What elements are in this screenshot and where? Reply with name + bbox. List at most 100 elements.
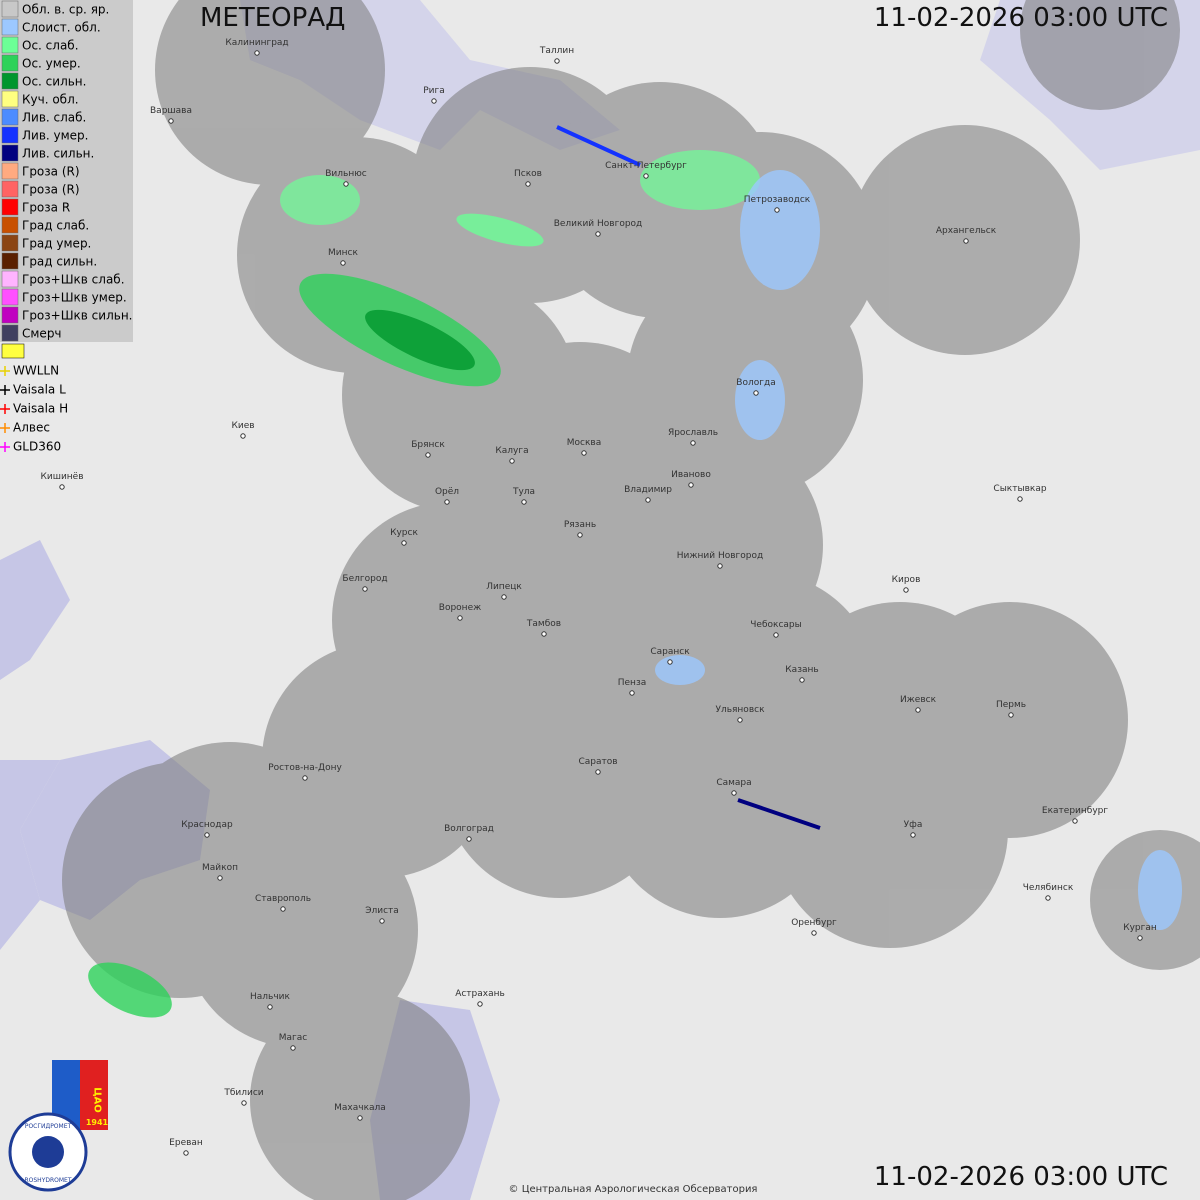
city-dot	[910, 832, 916, 838]
timestamp-bottom: 11-02-2026 03:00 UTC	[874, 1162, 1168, 1192]
city-dot	[643, 173, 649, 179]
city-dot	[457, 615, 463, 621]
lightning-label: GLD360	[13, 440, 61, 454]
lightning-marker	[0, 385, 10, 395]
city-label: Тамбов	[526, 619, 561, 629]
logo-year: 1941	[86, 1118, 109, 1127]
city-dot	[444, 499, 450, 505]
legend-label: Град слаб.	[22, 219, 89, 233]
city-label: Ульяновск	[715, 705, 765, 715]
radar-zone	[250, 990, 470, 1200]
radar-zone	[1020, 0, 1180, 110]
city-label: Чебоксары	[750, 620, 801, 630]
city-label: Киров	[892, 575, 921, 585]
legend-label: Обл. в. ср. яр.	[22, 3, 109, 17]
city-dot	[379, 918, 385, 924]
city-label: Челябинск	[1023, 883, 1074, 893]
city-dot	[501, 594, 507, 600]
radar-artifact	[737, 798, 821, 830]
legend-swatch	[1, 54, 19, 72]
logo-org: ЦАО	[92, 1087, 103, 1113]
city-label: Вильнюс	[325, 169, 367, 179]
city-dot	[541, 631, 547, 637]
city-dot	[1045, 895, 1051, 901]
echo	[365, 309, 475, 371]
city-label: Кишинёв	[40, 472, 83, 482]
city-label: Майкоп	[202, 863, 238, 873]
city-dot	[667, 659, 673, 665]
city-dot	[509, 458, 515, 464]
city-dot	[737, 717, 743, 723]
water	[0, 540, 70, 680]
legend-swatch	[1, 144, 19, 162]
precipitation	[88, 125, 1182, 1018]
city-dot	[466, 836, 472, 842]
city-dot	[183, 1150, 189, 1156]
city-label: Нижний Новгород	[677, 551, 763, 561]
legend-swatch	[1, 288, 19, 306]
city-label: Вологда	[736, 378, 775, 388]
city-dot	[525, 181, 531, 187]
city-label: Уфа	[904, 820, 923, 830]
echo	[655, 655, 705, 685]
city-label: Самара	[716, 778, 751, 788]
city-dot	[731, 790, 737, 796]
city-dot	[1072, 818, 1078, 824]
legend-swatch	[1, 306, 19, 324]
legend-swatch	[1, 234, 19, 252]
legend-label: Лив. слаб.	[22, 111, 86, 125]
city-label: Ярославль	[668, 428, 718, 438]
city-label: Рязань	[564, 520, 596, 530]
city-label: Екатеринбург	[1042, 806, 1108, 816]
legend-label: Слоист. обл.	[22, 21, 101, 35]
city-label: Белгород	[342, 574, 387, 584]
city-label: Саранск	[650, 647, 690, 657]
city-dot	[302, 775, 308, 781]
city-label: Брянск	[411, 440, 445, 450]
city-label: Владимир	[624, 485, 672, 495]
city-dot	[595, 769, 601, 775]
city-dot	[241, 1100, 247, 1106]
lightning-marker	[0, 366, 10, 376]
legend-label: Град умер.	[22, 237, 91, 251]
city-dot	[554, 58, 560, 64]
city-label: Курган	[1123, 923, 1157, 933]
logo-center	[32, 1136, 64, 1168]
city-dot	[811, 930, 817, 936]
city-dot	[581, 450, 587, 456]
radar-zone	[772, 712, 1008, 948]
legend-label: Гроз+Шкв умер.	[22, 291, 127, 305]
city-label: Махачкала	[334, 1103, 386, 1113]
city-dot	[425, 452, 431, 458]
city-label: Липецк	[486, 582, 522, 592]
cities: Калининград Таллин Рига Варшава Вильнюс Псков…	[40, 38, 1157, 1156]
echo	[640, 150, 760, 210]
lightning-label: Vaisala L	[13, 383, 66, 397]
city-label: Москва	[567, 438, 601, 448]
city-dot	[280, 906, 286, 912]
lightning-label: WWLLN	[13, 364, 59, 378]
legend-swatch	[1, 198, 19, 216]
legend-swatch	[1, 72, 19, 90]
city-label: Краснодар	[181, 820, 233, 830]
city-dot	[521, 499, 527, 505]
lightning-marker	[0, 442, 10, 452]
city-dot	[903, 587, 909, 593]
legend-swatch	[1, 108, 19, 126]
legend-label: Гроза (R)	[22, 183, 80, 197]
legend-swatch	[1, 180, 19, 198]
lightning-marker	[0, 423, 10, 433]
city-label: Псков	[514, 169, 542, 179]
city-dot	[963, 238, 969, 244]
city-label: Варшава	[150, 106, 192, 116]
city-label: Петрозаводск	[744, 195, 811, 205]
legend-swatch	[1, 324, 19, 342]
timestamp-top: 11-02-2026 03:00 UTC	[874, 3, 1168, 33]
city-label: Астрахань	[455, 989, 505, 999]
city-label: Санкт-Петербург	[605, 161, 687, 171]
city-dot	[340, 260, 346, 266]
city-label: Волгоград	[444, 824, 494, 834]
city-label: Оренбург	[791, 918, 837, 928]
logo-flag	[80, 1060, 108, 1130]
